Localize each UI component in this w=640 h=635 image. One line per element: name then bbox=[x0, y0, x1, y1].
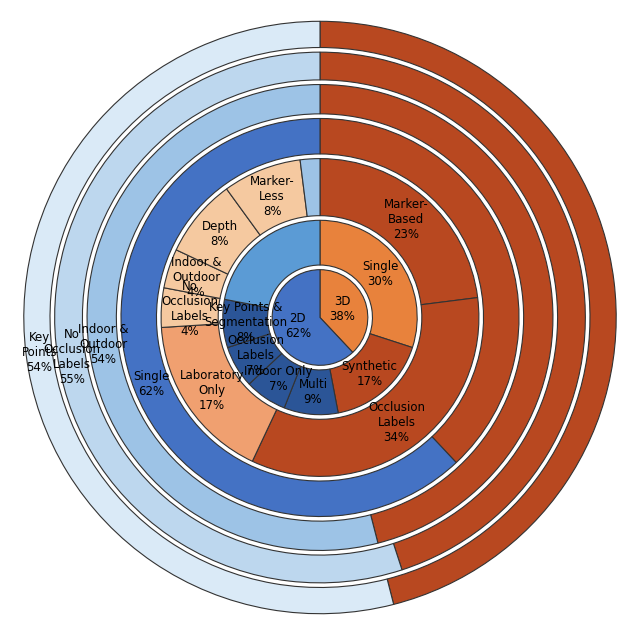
Text: Occlusion
Labels
7%: Occlusion Labels 7% bbox=[227, 334, 284, 377]
Wedge shape bbox=[227, 160, 307, 235]
Wedge shape bbox=[228, 334, 282, 384]
Wedge shape bbox=[121, 119, 456, 516]
Wedge shape bbox=[225, 220, 320, 308]
Text: Laboratory
Only
17%: Laboratory Only 17% bbox=[180, 370, 244, 412]
Text: 3D
38%: 3D 38% bbox=[330, 295, 355, 323]
Wedge shape bbox=[161, 288, 220, 328]
Text: Synthetic
17%: Synthetic 17% bbox=[342, 359, 397, 387]
Text: 2D
62%: 2D 62% bbox=[285, 312, 311, 340]
Text: Single
30%: Single 30% bbox=[362, 260, 399, 288]
Wedge shape bbox=[176, 189, 260, 274]
Wedge shape bbox=[320, 22, 616, 605]
Wedge shape bbox=[320, 220, 417, 347]
Wedge shape bbox=[223, 299, 270, 347]
Wedge shape bbox=[252, 298, 479, 476]
Text: Indoor &
Outdoor
4%: Indoor & Outdoor 4% bbox=[171, 256, 221, 298]
Wedge shape bbox=[300, 159, 320, 217]
Wedge shape bbox=[24, 22, 394, 613]
Wedge shape bbox=[54, 52, 402, 583]
Text: Multi
9%: Multi 9% bbox=[298, 378, 328, 406]
Text: Marker-
Based
23%: Marker- Based 23% bbox=[384, 198, 429, 241]
Text: Indoor Only
7%: Indoor Only 7% bbox=[244, 365, 312, 394]
Wedge shape bbox=[320, 119, 519, 462]
Text: Depth
8%: Depth 8% bbox=[202, 220, 237, 248]
Text: No
Occlusion
Labels
55%: No Occlusion Labels 55% bbox=[43, 328, 100, 386]
Wedge shape bbox=[272, 270, 353, 365]
Text: Key
Points
54%: Key Points 54% bbox=[21, 331, 57, 375]
Text: Single
62%: Single 62% bbox=[133, 370, 170, 398]
Text: Occlusion
Labels
34%: Occlusion Labels 34% bbox=[368, 401, 425, 444]
Wedge shape bbox=[320, 159, 477, 305]
Wedge shape bbox=[284, 366, 338, 415]
Text: Marker-
Less
8%: Marker- Less 8% bbox=[250, 175, 294, 218]
Text: Key Points &
Segmentation
8%: Key Points & Segmentation 8% bbox=[204, 301, 287, 344]
Wedge shape bbox=[87, 84, 378, 551]
Wedge shape bbox=[320, 84, 553, 543]
Wedge shape bbox=[330, 334, 412, 413]
Text: No
Occlusion
Labels
4%: No Occlusion Labels 4% bbox=[161, 280, 218, 338]
Wedge shape bbox=[164, 250, 228, 298]
Wedge shape bbox=[320, 52, 586, 570]
Text: Indoor &
Outdoor
54%: Indoor & Outdoor 54% bbox=[78, 323, 129, 366]
Wedge shape bbox=[320, 270, 368, 352]
Wedge shape bbox=[249, 354, 301, 408]
Wedge shape bbox=[161, 324, 276, 461]
